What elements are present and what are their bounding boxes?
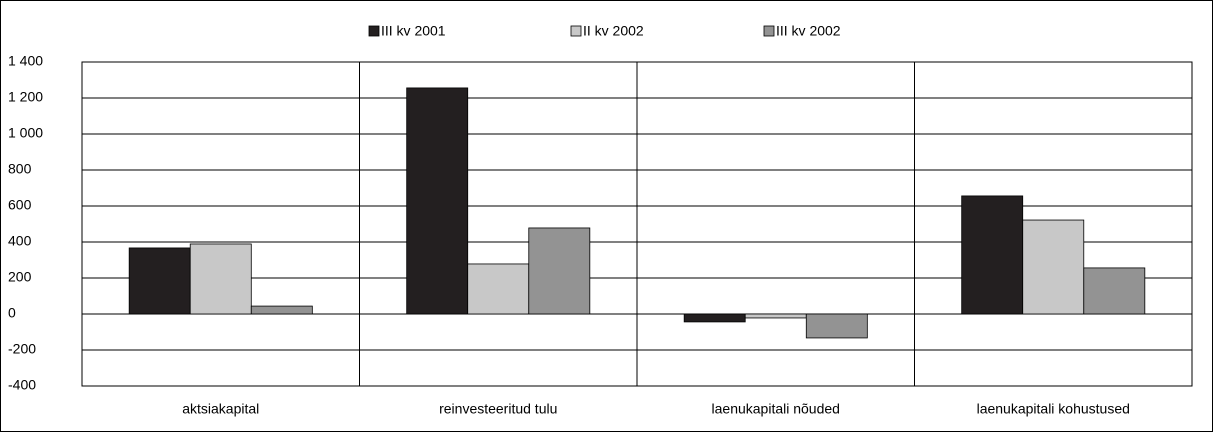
y-tick-label: 1 400 — [8, 53, 43, 69]
bar — [683, 313, 746, 323]
plot-area — [81, 61, 1193, 387]
y-tick-label: 0 — [8, 305, 16, 321]
y-tick-label: 800 — [8, 161, 32, 177]
bar — [1083, 267, 1146, 315]
x-tick-label: laenukapitali nõuded — [712, 401, 840, 417]
bar — [961, 195, 1024, 315]
y-tick-label: 1 200 — [8, 89, 43, 105]
bar — [250, 305, 313, 315]
y-tick-label: -200 — [8, 341, 36, 357]
bar — [1022, 219, 1085, 315]
bar — [128, 247, 191, 315]
bar — [744, 313, 807, 319]
x-tick-label: reinvesteeritud tulu — [439, 401, 557, 417]
y-tick-label: 600 — [8, 197, 32, 213]
legend-swatch — [763, 25, 775, 37]
y-tick-label: 1 000 — [8, 125, 43, 141]
legend-swatch — [570, 25, 582, 37]
bar — [406, 87, 469, 315]
y-tick-label: 400 — [8, 233, 32, 249]
bar — [528, 227, 591, 315]
legend-label: III kv 2002 — [776, 23, 841, 39]
bar — [189, 243, 252, 315]
x-tick-label: aktsiakapital — [182, 401, 259, 417]
x-tick-label: laenukapitali kohustused — [977, 401, 1130, 417]
y-tick-label: -400 — [8, 377, 36, 393]
y-tick-label: 200 — [8, 269, 32, 285]
bar — [467, 263, 530, 315]
legend-label: II kv 2002 — [583, 23, 644, 39]
legend-label: III kv 2001 — [381, 23, 446, 39]
legend-swatch — [368, 25, 380, 37]
bar — [805, 313, 868, 339]
